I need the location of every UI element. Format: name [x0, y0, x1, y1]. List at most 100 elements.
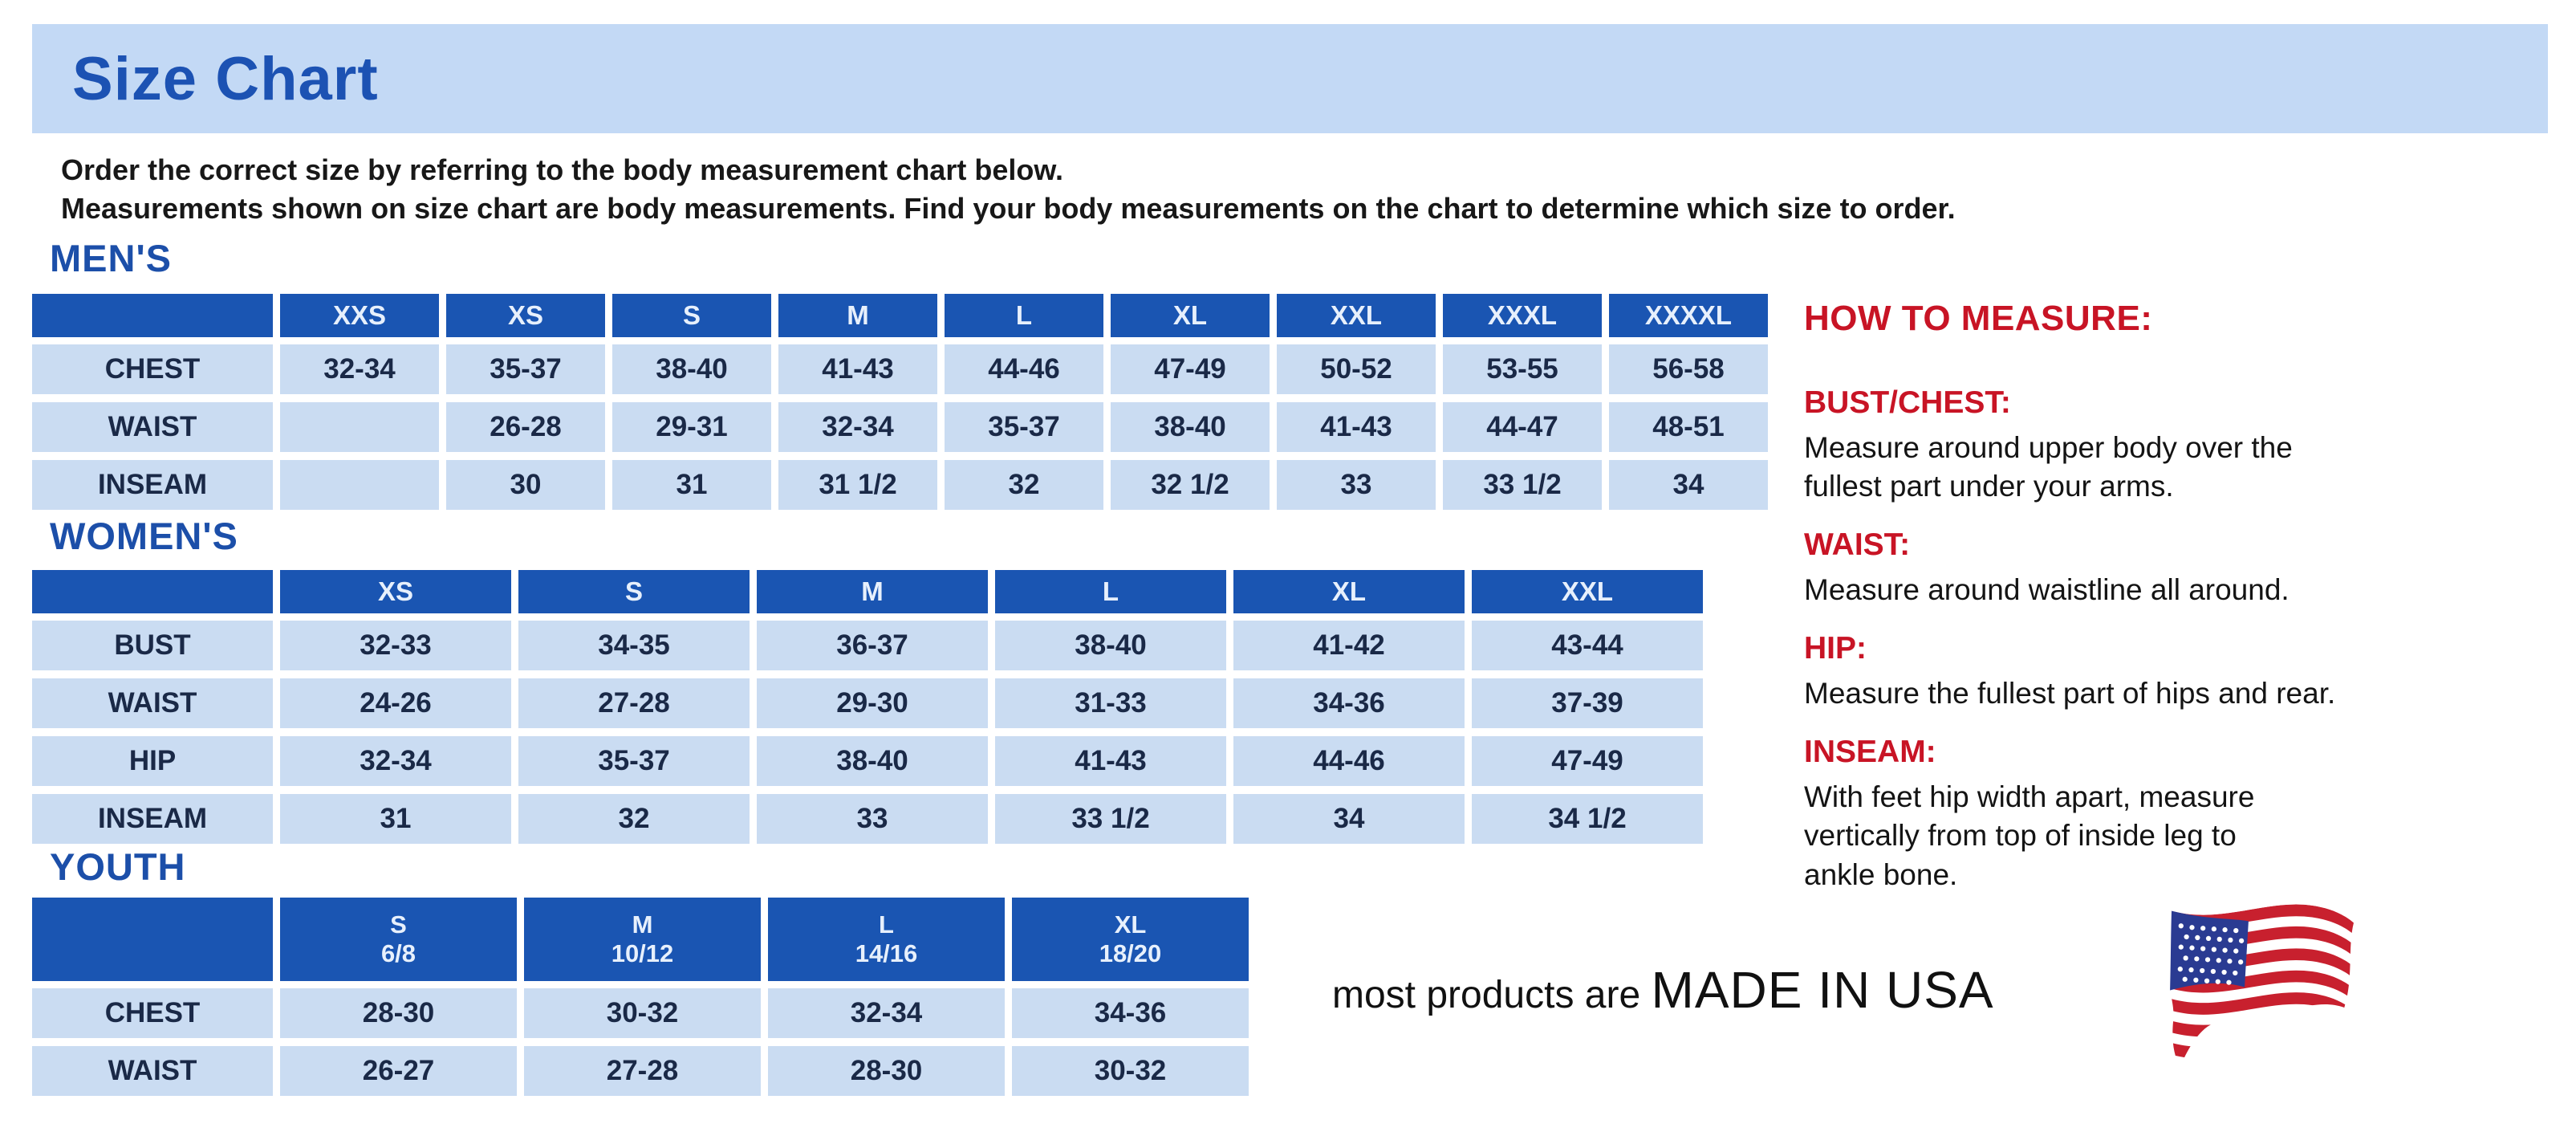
table-cell: 33 1/2 — [995, 794, 1226, 844]
table-cell: 43-44 — [1472, 621, 1703, 670]
intro-line-2: Measurements shown on size chart are bod… — [61, 191, 1956, 225]
table-cell: 32-34 — [778, 402, 937, 452]
measure-item-text: Measure the fullest part of hips and rea… — [1804, 677, 2336, 711]
table-row: CHEST 28-30 30-32 32-34 34-36 — [32, 988, 1249, 1038]
table-cell: 38-40 — [612, 344, 771, 394]
table-cell: 32-34 — [768, 988, 1005, 1038]
table-cell: 30-32 — [1012, 1046, 1249, 1096]
table-cell: 34 — [1609, 460, 1768, 510]
measure-item-label: WAIST: — [1804, 527, 1911, 563]
table-cell: 38-40 — [757, 736, 988, 786]
measure-item-text: With feet hip width apart, measure verti… — [1804, 780, 2255, 891]
table-row: WAIST 24-26 27-28 29-30 31-33 34-36 37-3… — [32, 678, 1703, 728]
row-label: INSEAM — [32, 794, 273, 844]
row-label: WAIST — [32, 1046, 273, 1096]
column-header: XXXL — [1443, 294, 1602, 337]
table-cell: 28-30 — [280, 988, 517, 1038]
tagline-prefix: most products are — [1332, 974, 1652, 1016]
womens-section-heading: WOMEN'S — [50, 515, 238, 557]
row-label: WAIST — [32, 402, 273, 452]
table-cell: 31 1/2 — [778, 460, 937, 510]
table-cell: 34 1/2 — [1472, 794, 1703, 844]
womens-header-row: XS S M L XL XXL — [32, 570, 1703, 613]
column-header: XXL — [1277, 294, 1436, 337]
youth-corner-cell — [32, 898, 273, 981]
column-header: XXS — [280, 294, 439, 337]
how-to-measure-panel: HOW TO MEASURE: BUST/CHEST: Measure arou… — [1804, 299, 2526, 916]
mens-corner-cell — [32, 294, 273, 337]
table-cell: 34-36 — [1233, 678, 1465, 728]
table-cell: 32-34 — [280, 736, 511, 786]
table-cell: 24-26 — [280, 678, 511, 728]
row-label: HIP — [32, 736, 273, 786]
column-header: XL — [1233, 570, 1465, 613]
table-cell: 33 — [757, 794, 988, 844]
row-label: WAIST — [32, 678, 273, 728]
youth-header-row: S 6/8 M 10/12 L 14/16 XL 18/20 — [32, 898, 1249, 981]
table-cell: 26-28 — [446, 402, 605, 452]
youth-size-table: S 6/8 M 10/12 L 14/16 XL 18/20 CHEST 28-… — [32, 898, 1249, 1104]
table-row: WAIST 26-27 27-28 28-30 30-32 — [32, 1046, 1249, 1096]
table-cell: 35-37 — [945, 402, 1103, 452]
womens-corner-cell — [32, 570, 273, 613]
table-cell: 44-46 — [1233, 736, 1465, 786]
table-cell: 26-27 — [280, 1046, 517, 1096]
table-cell: 33 — [1277, 460, 1436, 510]
table-cell: 31 — [280, 794, 511, 844]
youth-section-heading: YOUTH — [50, 845, 186, 888]
column-header: XXL — [1472, 570, 1703, 613]
measure-item-text: Measure around waistline all around. — [1804, 573, 2290, 607]
made-in-usa-tagline: most products are MADE IN USA — [1332, 960, 1994, 1020]
usa-flag-icon — [2125, 899, 2366, 1084]
intro-line-1: Order the correct size by referring to t… — [61, 153, 1063, 186]
row-label: CHEST — [32, 988, 273, 1038]
table-cell: 50-52 — [1277, 344, 1436, 394]
table-cell: 48-51 — [1609, 402, 1768, 452]
table-cell: 28-30 — [768, 1046, 1005, 1096]
table-cell: 41-43 — [1277, 402, 1436, 452]
measure-item-label: HIP: — [1804, 631, 1867, 666]
mens-header-row: XXS XS S M L XL XXL XXXL XXXXL — [32, 294, 1768, 337]
measure-item-label: BUST/CHEST: — [1804, 385, 2011, 420]
table-cell: 29-30 — [757, 678, 988, 728]
column-header: XL — [1111, 294, 1270, 337]
table-cell: 53-55 — [1443, 344, 1602, 394]
column-header: L — [995, 570, 1226, 613]
womens-size-table: XS S M L XL XXL BUST 32-33 34-35 36-37 3… — [32, 570, 1703, 852]
mens-section-heading: MEN'S — [50, 237, 172, 279]
column-header: M 10/12 — [524, 898, 761, 981]
column-header: S 6/8 — [280, 898, 517, 981]
table-cell: 34-35 — [518, 621, 750, 670]
table-row: CHEST 32-34 35-37 38-40 41-43 44-46 47-4… — [32, 344, 1768, 394]
column-header: M — [757, 570, 988, 613]
table-cell: 29-31 — [612, 402, 771, 452]
table-cell: 27-28 — [524, 1046, 761, 1096]
row-label: INSEAM — [32, 460, 273, 510]
size-range: 18/20 — [1099, 939, 1162, 967]
table-cell: 27-28 — [518, 678, 750, 728]
table-cell: 44-47 — [1443, 402, 1602, 452]
measure-item-text: Measure around upper body over the fulle… — [1804, 431, 2293, 503]
mens-size-table: XXS XS S M L XL XXL XXXL XXXXL CHEST 32-… — [32, 294, 1768, 518]
table-cell: 33 1/2 — [1443, 460, 1602, 510]
column-header: L 14/16 — [768, 898, 1005, 981]
size-code: S — [390, 910, 407, 939]
table-cell: 32-33 — [280, 621, 511, 670]
column-header: XXXXL — [1609, 294, 1768, 337]
table-cell — [280, 402, 439, 452]
table-row: HIP 32-34 35-37 38-40 41-43 44-46 47-49 — [32, 736, 1703, 786]
table-cell: 41-43 — [995, 736, 1226, 786]
table-cell: 32-34 — [280, 344, 439, 394]
table-row: WAIST 26-28 29-31 32-34 35-37 38-40 41-4… — [32, 402, 1768, 452]
how-to-measure-heading: HOW TO MEASURE: — [1804, 299, 2153, 338]
column-header: XS — [280, 570, 511, 613]
row-label: CHEST — [32, 344, 273, 394]
column-header: XL 18/20 — [1012, 898, 1249, 981]
table-cell: 47-49 — [1111, 344, 1270, 394]
column-header: S — [612, 294, 771, 337]
table-cell: 34 — [1233, 794, 1465, 844]
table-cell: 44-46 — [945, 344, 1103, 394]
page-title: Size Chart — [72, 44, 379, 113]
size-range: 10/12 — [611, 939, 674, 967]
table-cell: 38-40 — [995, 621, 1226, 670]
